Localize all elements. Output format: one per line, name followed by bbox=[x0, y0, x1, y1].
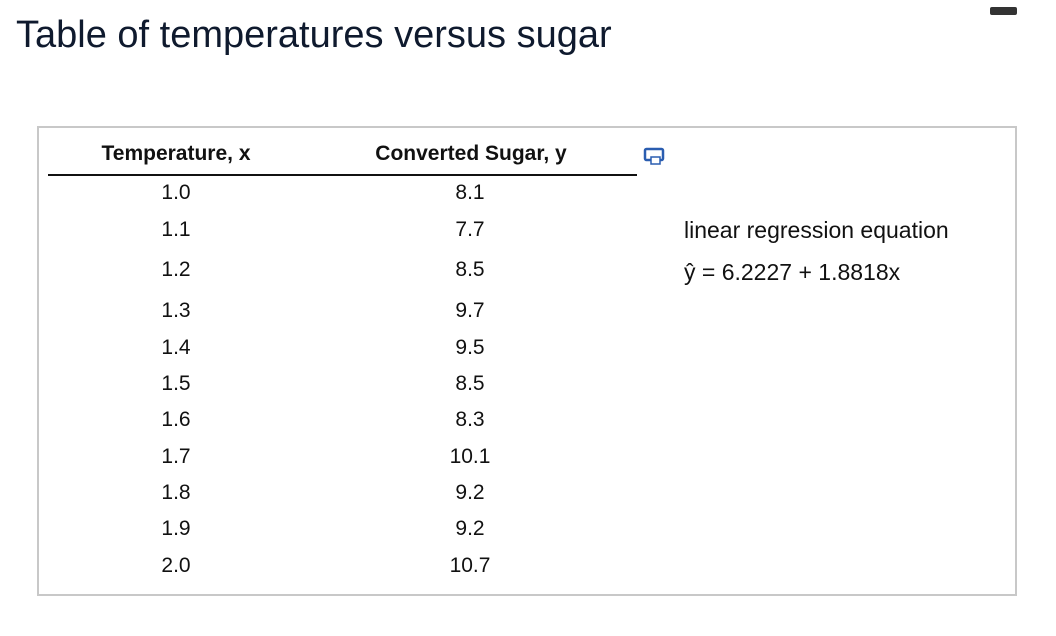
page-title: Table of temperatures versus sugar bbox=[16, 14, 612, 56]
header-rule bbox=[48, 174, 637, 176]
table-cell: 9.2 bbox=[455, 517, 485, 540]
table-cell: 10.7 bbox=[449, 554, 491, 577]
column-header: Temperature, x bbox=[101, 142, 251, 165]
table-cell: 1.4 bbox=[161, 336, 191, 359]
table-cell: 9.5 bbox=[455, 336, 485, 359]
table-cell: 2.0 bbox=[161, 554, 191, 577]
window-control bbox=[990, 7, 1017, 15]
regression-label: linear regression equation bbox=[684, 217, 949, 243]
table-cell: 1.6 bbox=[161, 408, 191, 431]
table-cell: 1.2 bbox=[161, 258, 191, 281]
table-cell: 1.9 bbox=[161, 517, 191, 540]
table-cell: 7.7 bbox=[455, 218, 485, 241]
table-cell: 8.5 bbox=[455, 258, 485, 281]
regression-equation: ŷ = 6.2227 + 1.8818x bbox=[684, 259, 901, 285]
table-cell: 1.5 bbox=[161, 372, 191, 395]
column-header: Converted Sugar, y bbox=[375, 142, 567, 165]
table-cell: 8.1 bbox=[455, 181, 485, 204]
table-cell: 8.3 bbox=[455, 408, 485, 431]
table-cell: 1.7 bbox=[161, 445, 191, 468]
table-cell: 9.7 bbox=[455, 299, 485, 322]
table-cell: 9.2 bbox=[455, 481, 485, 504]
table-frame bbox=[37, 126, 1017, 596]
copy-icon[interactable] bbox=[643, 147, 667, 167]
table-cell: 1.3 bbox=[161, 299, 191, 322]
table-cell: 1.1 bbox=[161, 218, 191, 241]
table-cell: 10.1 bbox=[449, 445, 491, 468]
table-cell: 1.0 bbox=[161, 181, 191, 204]
table-cell: 1.8 bbox=[161, 481, 191, 504]
table-cell: 8.5 bbox=[455, 372, 485, 395]
